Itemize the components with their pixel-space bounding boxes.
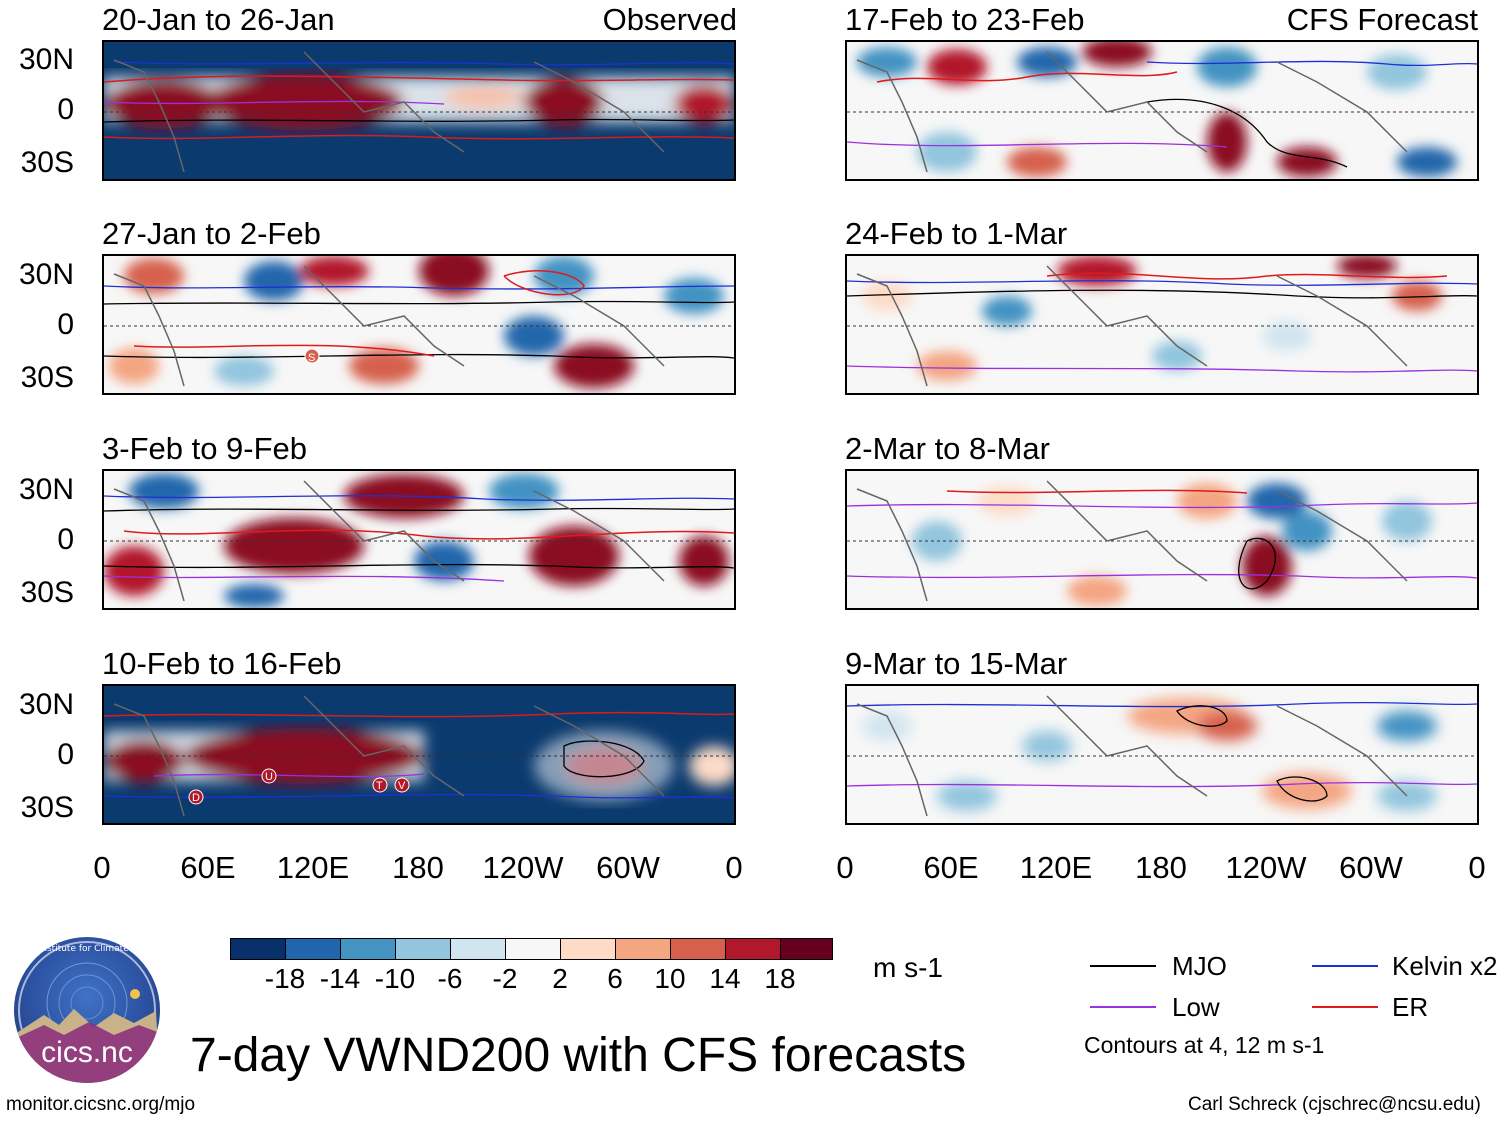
colorbar-label-6: 6 xyxy=(607,963,623,994)
legend-note: Contours at 4, 12 m s-1 xyxy=(1084,1032,1325,1058)
legend-line-low xyxy=(1090,1006,1156,1008)
legend-label-low: Low xyxy=(1172,992,1220,1022)
colorbar-box-3 xyxy=(395,938,451,960)
svg-text:S: S xyxy=(308,352,315,364)
lon-label-right-end: 0 xyxy=(1468,850,1486,885)
map-svg-right-1 xyxy=(847,256,1477,393)
lat-label-30s-3: 30S xyxy=(20,791,74,824)
cics-logo: Cooperative Institute for Climate and Sa… xyxy=(14,937,160,1083)
legend-label-er: ER xyxy=(1392,992,1429,1022)
lat-label-eq-0: 0 xyxy=(57,93,74,126)
colorbar-units: m s-1 xyxy=(873,952,943,983)
lon-label-left-180: 180 xyxy=(392,850,444,885)
lat-label-30s-0: 30S xyxy=(20,146,74,179)
colorbar-label-8: 14 xyxy=(709,963,741,994)
lat-label-30n-3: 30N xyxy=(18,688,74,721)
lat-label-30s-2: 30S xyxy=(20,576,74,609)
colorbar-box-1 xyxy=(285,938,341,960)
colorbar-box-8 xyxy=(670,938,726,960)
map-panel-right-0 xyxy=(845,40,1479,181)
map-panel-left-0 xyxy=(102,40,736,181)
legend-line-er xyxy=(1312,1006,1378,1008)
legend-label-mjo: MJO xyxy=(1172,951,1227,981)
colorbar-box-6 xyxy=(560,938,616,960)
lat-label-30n-2: 30N xyxy=(18,473,74,506)
colorbar-box-2 xyxy=(340,938,396,960)
svg-text:V: V xyxy=(398,780,406,792)
observed-label: Observed xyxy=(602,2,737,37)
map-panel-right-1 xyxy=(845,254,1479,395)
panel-title-left-1: 27-Jan to 2-Feb xyxy=(102,216,321,251)
panel-title-right-2: 2-Mar to 8-Mar xyxy=(845,431,1050,466)
lon-label-right-60w: 60W xyxy=(1339,850,1403,885)
map-svg-right-3 xyxy=(847,686,1477,823)
map-panel-right-3 xyxy=(845,684,1479,825)
colorbar-label-2: -10 xyxy=(374,963,416,994)
colorbar-box-9 xyxy=(725,938,781,960)
map-svg-left-0 xyxy=(104,42,734,179)
legend-line-kelvin xyxy=(1312,965,1378,967)
lat-label-30s-1: 30S xyxy=(20,361,74,394)
lon-label-right-120e: 120E xyxy=(1019,850,1093,885)
panel-title-right-1: 24-Feb to 1-Mar xyxy=(845,216,1068,251)
lon-label-right-60e: 60E xyxy=(923,850,979,885)
colorbar-label-5: 2 xyxy=(552,963,568,994)
lon-label-left-60w: 60W xyxy=(596,850,660,885)
map-panel-left-2 xyxy=(102,469,736,610)
panel-title-left-0: 20-Jan to 26-Jan xyxy=(102,2,335,37)
lon-label-right-0: 0 xyxy=(836,850,854,885)
lon-label-left-120e: 120E xyxy=(276,850,350,885)
cics-logo-graphic: Cooperative Institute for Climate and Sa… xyxy=(14,941,160,1083)
legend-line-mjo xyxy=(1090,965,1156,967)
map-svg-left-3: D U T V xyxy=(104,686,734,823)
map-panel-left-3: D U T V xyxy=(102,684,736,825)
map-svg-left-2 xyxy=(104,471,734,608)
lat-label-30n-1: 30N xyxy=(18,258,74,291)
lon-label-left-120w: 120W xyxy=(482,850,564,885)
lon-label-left-60e: 60E xyxy=(180,850,236,885)
cics-logo-text: cics.nc xyxy=(41,1036,133,1069)
cics-logo-ring-text: Cooperative Institute for Climate and Sa… xyxy=(14,944,160,954)
svg-text:D: D xyxy=(192,792,200,804)
panel-title-left-3: 10-Feb to 16-Feb xyxy=(102,646,342,681)
panel-title-right-0: 17-Feb to 23-Feb xyxy=(845,2,1085,37)
footer-author: Carl Schreck (cjschrec@ncsu.edu) xyxy=(1188,1094,1481,1115)
panel-title-left-2: 3-Feb to 9-Feb xyxy=(102,431,308,466)
lon-label-left-0: 0 xyxy=(93,850,111,885)
colorbar-label-3: -6 xyxy=(437,963,463,994)
colorbar-box-0 xyxy=(230,938,286,960)
footer-url: monitor.cicsnc.org/mjo xyxy=(6,1094,196,1115)
lat-label-eq-2: 0 xyxy=(57,523,74,556)
lat-label-30n-0: 30N xyxy=(18,43,74,76)
map-svg-left-1: S xyxy=(104,256,734,393)
colorbar-label-9: 18 xyxy=(764,963,796,994)
lat-label-eq-3: 0 xyxy=(57,738,74,771)
map-panel-left-1: S xyxy=(102,254,736,395)
svg-text:T: T xyxy=(376,780,383,792)
svg-text:U: U xyxy=(265,771,273,783)
legend-label-kelvin: Kelvin x2 xyxy=(1392,951,1498,981)
colorbar-box-5 xyxy=(505,938,561,960)
colorbar-label-1: -14 xyxy=(319,963,361,994)
lat-label-eq-1: 0 xyxy=(57,308,74,341)
map-svg-right-2 xyxy=(847,471,1477,608)
colorbar-label-7: 10 xyxy=(654,963,686,994)
map-panel-right-2 xyxy=(845,469,1479,610)
map-svg-right-0 xyxy=(847,42,1477,179)
colorbar-label-4: -2 xyxy=(492,963,518,994)
lon-label-right-180: 180 xyxy=(1135,850,1187,885)
lon-label-right-120w: 120W xyxy=(1225,850,1307,885)
lon-label-left-end: 0 xyxy=(725,850,743,885)
cfs-forecast-label: CFS Forecast xyxy=(1286,2,1478,37)
panel-title-right-3: 9-Mar to 15-Mar xyxy=(845,646,1068,681)
colorbar-box-10 xyxy=(780,938,833,960)
colorbar-box-7 xyxy=(615,938,671,960)
colorbar-label-0: -18 xyxy=(264,963,306,994)
main-title: 7-day VWND200 with CFS forecasts xyxy=(190,1029,967,1082)
colorbar-box-4 xyxy=(450,938,506,960)
